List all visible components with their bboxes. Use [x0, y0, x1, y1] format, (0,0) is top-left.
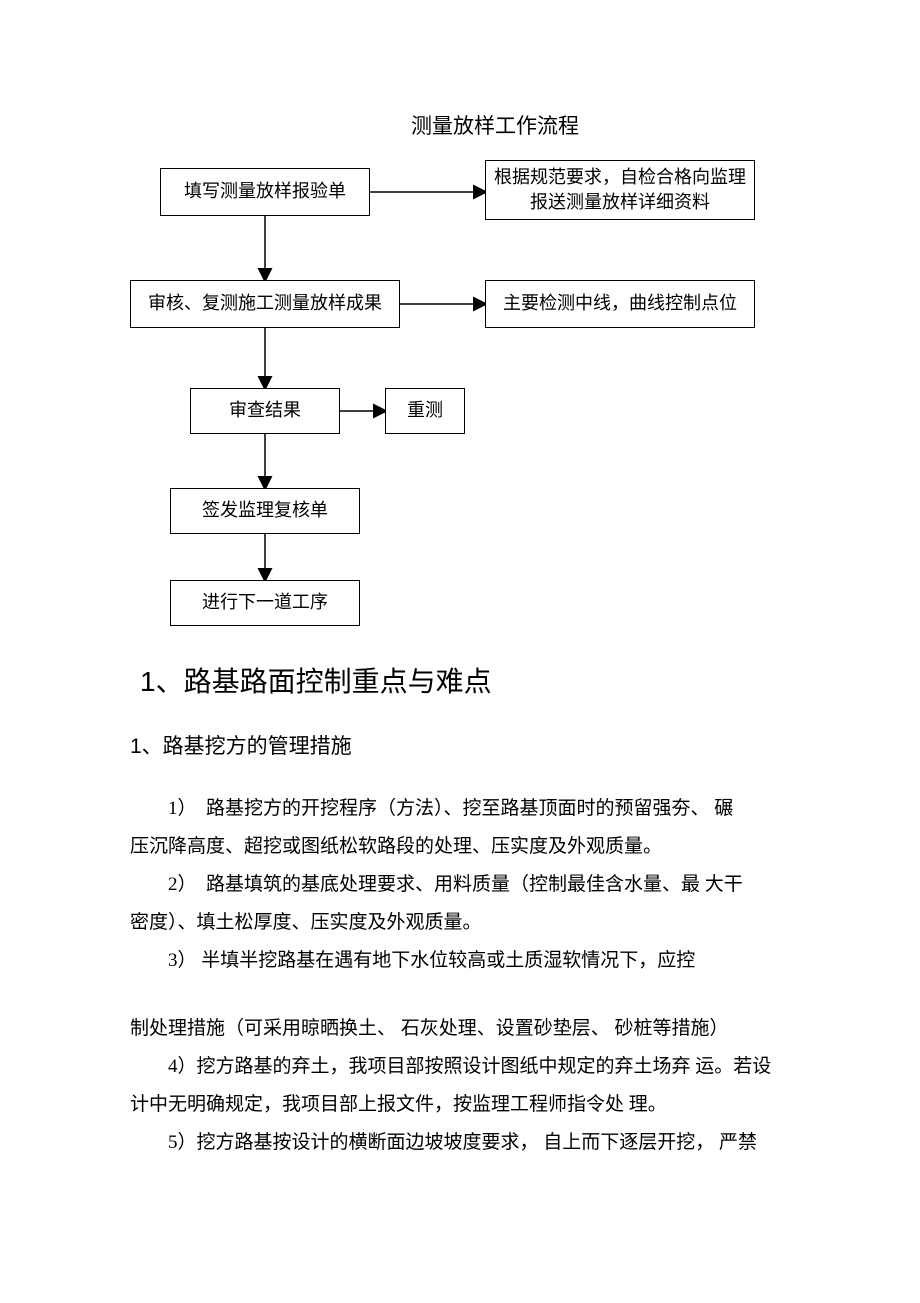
paragraph-2b: 密度）、填土松厚度、压实度及外观质量。 — [130, 904, 790, 942]
paragraph-2a: 2） 路基填筑的基底处理要求、用料质量（控制最佳含水量、最 大干 — [130, 866, 790, 904]
flowchart-container: 填写测量放样报验单 根据规范要求，自检合格向监理报送测量放样详细资料审核、复测施工… — [130, 160, 830, 630]
body-text-block-1: 1） 路基挖方的开挖程序（方法）、挖至路基顶面时的预留强夯、 碾 压沉降高度、超… — [130, 790, 790, 980]
paragraph-6: 5）挖方路基按设计的横断面边坡坡度要求， 自上而下逐层开挖， 严禁 — [130, 1124, 790, 1162]
document-page: 测量放样工作流程 填写测量放样报验单 根据规范要求，自检合格向监理报送测量放样详细… — [0, 0, 920, 1222]
heading-2: 1、路基挖方的管理措施 — [130, 730, 790, 760]
paragraph-5a: 4）挖方路基的弃土，我项目部按照设计图纸中规定的弃土场弃 运。若设 — [130, 1048, 790, 1086]
flowchart-title: 测量放样工作流程 — [200, 110, 790, 140]
heading-1: 1、路基路面控制重点与难点 — [140, 660, 790, 700]
paragraph-1b: 压沉降高度、超挖或图纸松软路段的处理、压实度及外观质量。 — [130, 828, 790, 866]
flow-node-n5: 审查结果 — [190, 388, 340, 434]
flow-node-n2: 根据规范要求，自检合格向监理报送测量放样详细资料 — [485, 160, 755, 220]
paragraph-1a: 1） 路基挖方的开挖程序（方法）、挖至路基顶面时的预留强夯、 碾 — [130, 790, 790, 828]
flow-node-n6: 重测 — [385, 388, 465, 434]
body-text-block-2: 制处理措施（可采用晾晒换土、 石灰处理、设置砂垫层、 砂桩等措施） 4）挖方路基… — [130, 1010, 790, 1162]
paragraph-5b: 计中无明确规定，我项目部上报文件，按监理工程师指令处 理。 — [130, 1086, 790, 1124]
paragraph-3: 3） 半填半挖路基在遇有地下水位较高或土质湿软情况下，应控 — [130, 942, 790, 980]
flow-node-n8: 进行下一道工序 — [170, 580, 360, 626]
paragraph-4: 制处理措施（可采用晾晒换土、 石灰处理、设置砂垫层、 砂桩等措施） — [130, 1010, 790, 1048]
flow-node-n4: 主要检测中线，曲线控制点位 — [485, 280, 755, 328]
flow-node-n1: 填写测量放样报验单 — [160, 168, 370, 216]
flow-node-n7: 签发监理复核单 — [170, 488, 360, 534]
flow-node-n3: 审核、复测施工测量放样成果 — [130, 280, 400, 328]
